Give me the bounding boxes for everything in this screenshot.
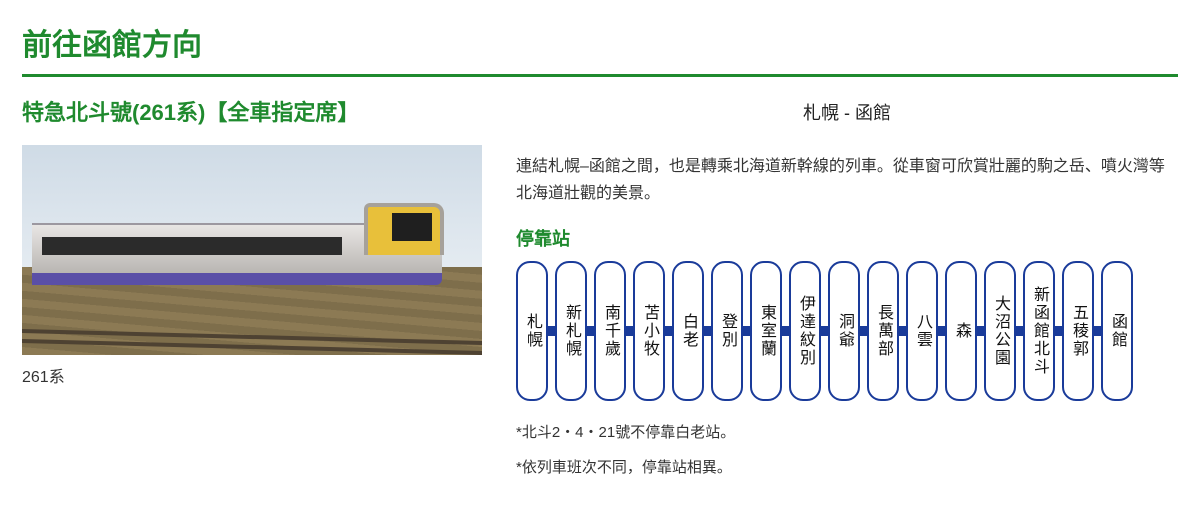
right-column: 札幌 - 函館 連結札幌–函館之間，也是轉乘北海道新幹線的列車。從車窗可欣賞壯麗… — [516, 95, 1178, 491]
stop-7: 伊達紋別 — [789, 261, 821, 401]
route-text: 札幌 - 函館 — [516, 99, 1178, 125]
stop-5: 登別 — [711, 261, 743, 401]
stop-label: 苫小牧 — [637, 304, 661, 358]
stop-2: 南千歲 — [594, 261, 626, 401]
stop-6: 東室蘭 — [750, 261, 782, 401]
train-image — [22, 145, 482, 355]
stop-label: 札幌 — [520, 313, 544, 349]
stop-4: 白老 — [672, 261, 704, 401]
stop-label: 長萬部 — [871, 304, 895, 358]
stop-14: 五稜郭 — [1062, 261, 1094, 401]
stop-label: 伊達紋別 — [793, 295, 817, 367]
stop-label: 登別 — [715, 313, 739, 349]
stop-label: 洞爺 — [832, 313, 856, 349]
stops-heading: 停靠站 — [516, 225, 1178, 251]
stop-label: 新札幌 — [559, 304, 583, 358]
stop-connector — [1016, 326, 1023, 336]
note-2: *依列車班次不同，停靠站相異。 — [516, 456, 1178, 477]
stop-label: 函館 — [1105, 313, 1129, 349]
stop-label: 八雲 — [910, 313, 934, 349]
stop-connector — [899, 326, 906, 336]
stops-strip: 札幌新札幌南千歲苫小牧白老登別東室蘭伊達紋別洞爺長萬部八雲森大沼公園新函館北斗五… — [516, 261, 1178, 401]
stop-3: 苫小牧 — [633, 261, 665, 401]
stop-9: 長萬部 — [867, 261, 899, 401]
stop-connector — [860, 326, 867, 336]
stop-connector — [821, 326, 828, 336]
stop-label: 大沼公園 — [988, 295, 1012, 367]
stop-0: 札幌 — [516, 261, 548, 401]
stop-13: 新函館北斗 — [1023, 261, 1055, 401]
stop-label: 南千歲 — [598, 304, 622, 358]
content-row: 特急北斗號(261系)【全車指定席】 261系 札幌 - 函館 連結札幌–函館之… — [22, 95, 1178, 491]
left-column: 特急北斗號(261系)【全車指定席】 261系 — [22, 95, 482, 491]
stop-connector — [782, 326, 789, 336]
stop-12: 大沼公園 — [984, 261, 1016, 401]
stop-connector — [626, 326, 633, 336]
stop-connector — [548, 326, 555, 336]
stop-11: 森 — [945, 261, 977, 401]
stop-connector — [704, 326, 711, 336]
note-1: *北斗2・4・21號不停靠白老站。 — [516, 421, 1178, 442]
train-name: 特急北斗號(261系)【全車指定席】 — [22, 95, 482, 127]
stop-connector — [1094, 326, 1101, 336]
image-caption: 261系 — [22, 363, 482, 387]
section-title: 前往函館方向 — [22, 20, 1178, 77]
stop-label: 森 — [949, 322, 973, 340]
stop-10: 八雲 — [906, 261, 938, 401]
stop-15: 函館 — [1101, 261, 1133, 401]
stop-1: 新札幌 — [555, 261, 587, 401]
stop-label: 白老 — [676, 313, 700, 349]
stop-8: 洞爺 — [828, 261, 860, 401]
train-description: 連結札幌–函館之間，也是轉乘北海道新幹線的列車。從車窗可欣賞壯麗的駒之岳、噴火灣… — [516, 153, 1178, 207]
stop-connector — [938, 326, 945, 336]
stop-connector — [743, 326, 750, 336]
stop-label: 東室蘭 — [754, 304, 778, 358]
stop-connector — [1055, 326, 1062, 336]
stop-connector — [665, 326, 672, 336]
stop-connector — [977, 326, 984, 336]
stop-connector — [587, 326, 594, 336]
stop-label: 五稜郭 — [1066, 304, 1090, 358]
stop-label: 新函館北斗 — [1027, 286, 1051, 376]
